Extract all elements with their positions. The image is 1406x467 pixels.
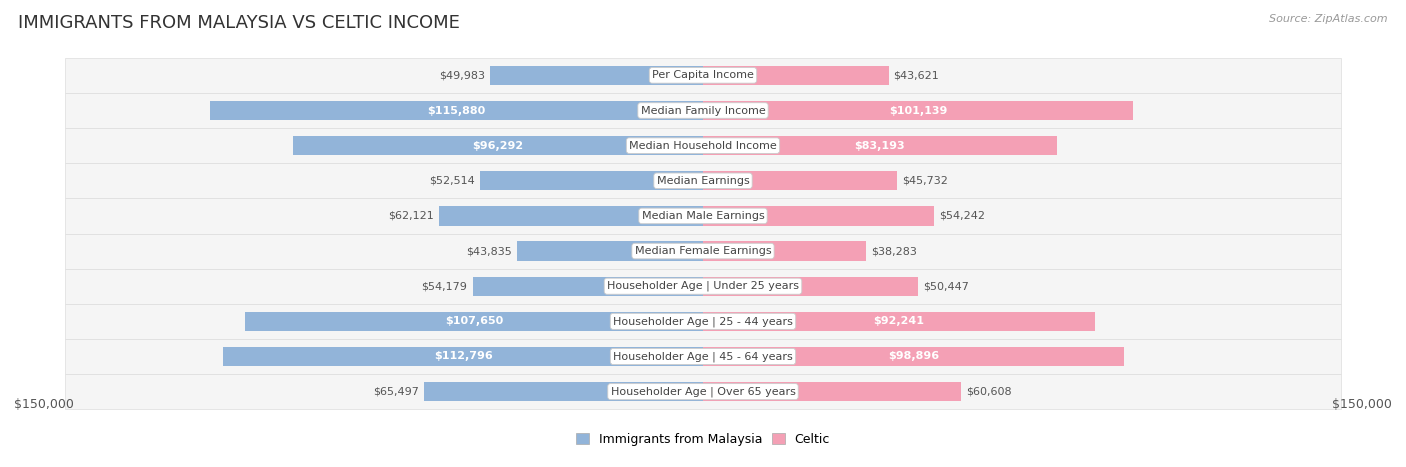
Text: Median Earnings: Median Earnings xyxy=(657,176,749,186)
Text: $45,732: $45,732 xyxy=(903,176,949,186)
Bar xyxy=(65,339,1341,374)
Bar xyxy=(425,382,703,401)
Bar xyxy=(703,241,866,261)
Bar xyxy=(65,128,1341,163)
Text: IMMIGRANTS FROM MALAYSIA VS CELTIC INCOME: IMMIGRANTS FROM MALAYSIA VS CELTIC INCOM… xyxy=(18,14,460,32)
Text: $150,000: $150,000 xyxy=(1331,398,1392,411)
Bar xyxy=(439,206,703,226)
Text: $62,121: $62,121 xyxy=(388,211,433,221)
Text: $54,242: $54,242 xyxy=(939,211,984,221)
Text: Householder Age | Over 65 years: Householder Age | Over 65 years xyxy=(610,386,796,397)
Bar xyxy=(65,93,1341,128)
Text: $65,497: $65,497 xyxy=(374,387,419,396)
Bar xyxy=(703,171,897,191)
Legend: Immigrants from Malaysia, Celtic: Immigrants from Malaysia, Celtic xyxy=(571,428,835,451)
Text: Median Family Income: Median Family Income xyxy=(641,106,765,115)
Text: $92,241: $92,241 xyxy=(873,316,925,326)
Bar xyxy=(703,206,934,226)
Text: $50,447: $50,447 xyxy=(922,281,969,291)
Bar xyxy=(65,234,1341,269)
Text: $98,896: $98,896 xyxy=(887,352,939,361)
Text: $49,983: $49,983 xyxy=(439,71,485,80)
Text: $107,650: $107,650 xyxy=(444,316,503,326)
Text: $150,000: $150,000 xyxy=(14,398,75,411)
Bar xyxy=(65,374,1341,409)
Bar xyxy=(65,198,1341,234)
Bar xyxy=(65,163,1341,198)
Text: $112,796: $112,796 xyxy=(434,352,492,361)
Bar xyxy=(65,58,1341,93)
Bar xyxy=(209,101,703,120)
Bar xyxy=(224,347,703,366)
Text: $38,283: $38,283 xyxy=(870,246,917,256)
Bar xyxy=(703,382,960,401)
Text: Householder Age | 45 - 64 years: Householder Age | 45 - 64 years xyxy=(613,351,793,362)
Bar xyxy=(491,66,703,85)
Text: $101,139: $101,139 xyxy=(889,106,948,115)
Bar xyxy=(516,241,703,261)
Text: $96,292: $96,292 xyxy=(472,141,524,151)
Text: $52,514: $52,514 xyxy=(429,176,475,186)
Bar xyxy=(65,269,1341,304)
Text: $43,621: $43,621 xyxy=(894,71,939,80)
Bar xyxy=(479,171,703,191)
Text: Source: ZipAtlas.com: Source: ZipAtlas.com xyxy=(1270,14,1388,24)
Bar xyxy=(472,276,703,296)
Bar xyxy=(245,311,703,331)
Text: Median Male Earnings: Median Male Earnings xyxy=(641,211,765,221)
Text: $83,193: $83,193 xyxy=(855,141,905,151)
Bar xyxy=(65,304,1341,339)
Text: Per Capita Income: Per Capita Income xyxy=(652,71,754,80)
Text: Householder Age | Under 25 years: Householder Age | Under 25 years xyxy=(607,281,799,291)
Bar xyxy=(703,66,889,85)
Text: Householder Age | 25 - 44 years: Householder Age | 25 - 44 years xyxy=(613,316,793,326)
Bar xyxy=(703,276,918,296)
Bar xyxy=(294,136,703,156)
Text: $60,608: $60,608 xyxy=(966,387,1011,396)
Text: Median Household Income: Median Household Income xyxy=(628,141,778,151)
Text: $54,179: $54,179 xyxy=(422,281,467,291)
Bar xyxy=(703,101,1133,120)
Bar xyxy=(703,311,1095,331)
Text: Median Female Earnings: Median Female Earnings xyxy=(634,246,772,256)
Bar xyxy=(703,347,1123,366)
Text: $115,880: $115,880 xyxy=(427,106,485,115)
Bar xyxy=(703,136,1057,156)
Text: $43,835: $43,835 xyxy=(465,246,512,256)
